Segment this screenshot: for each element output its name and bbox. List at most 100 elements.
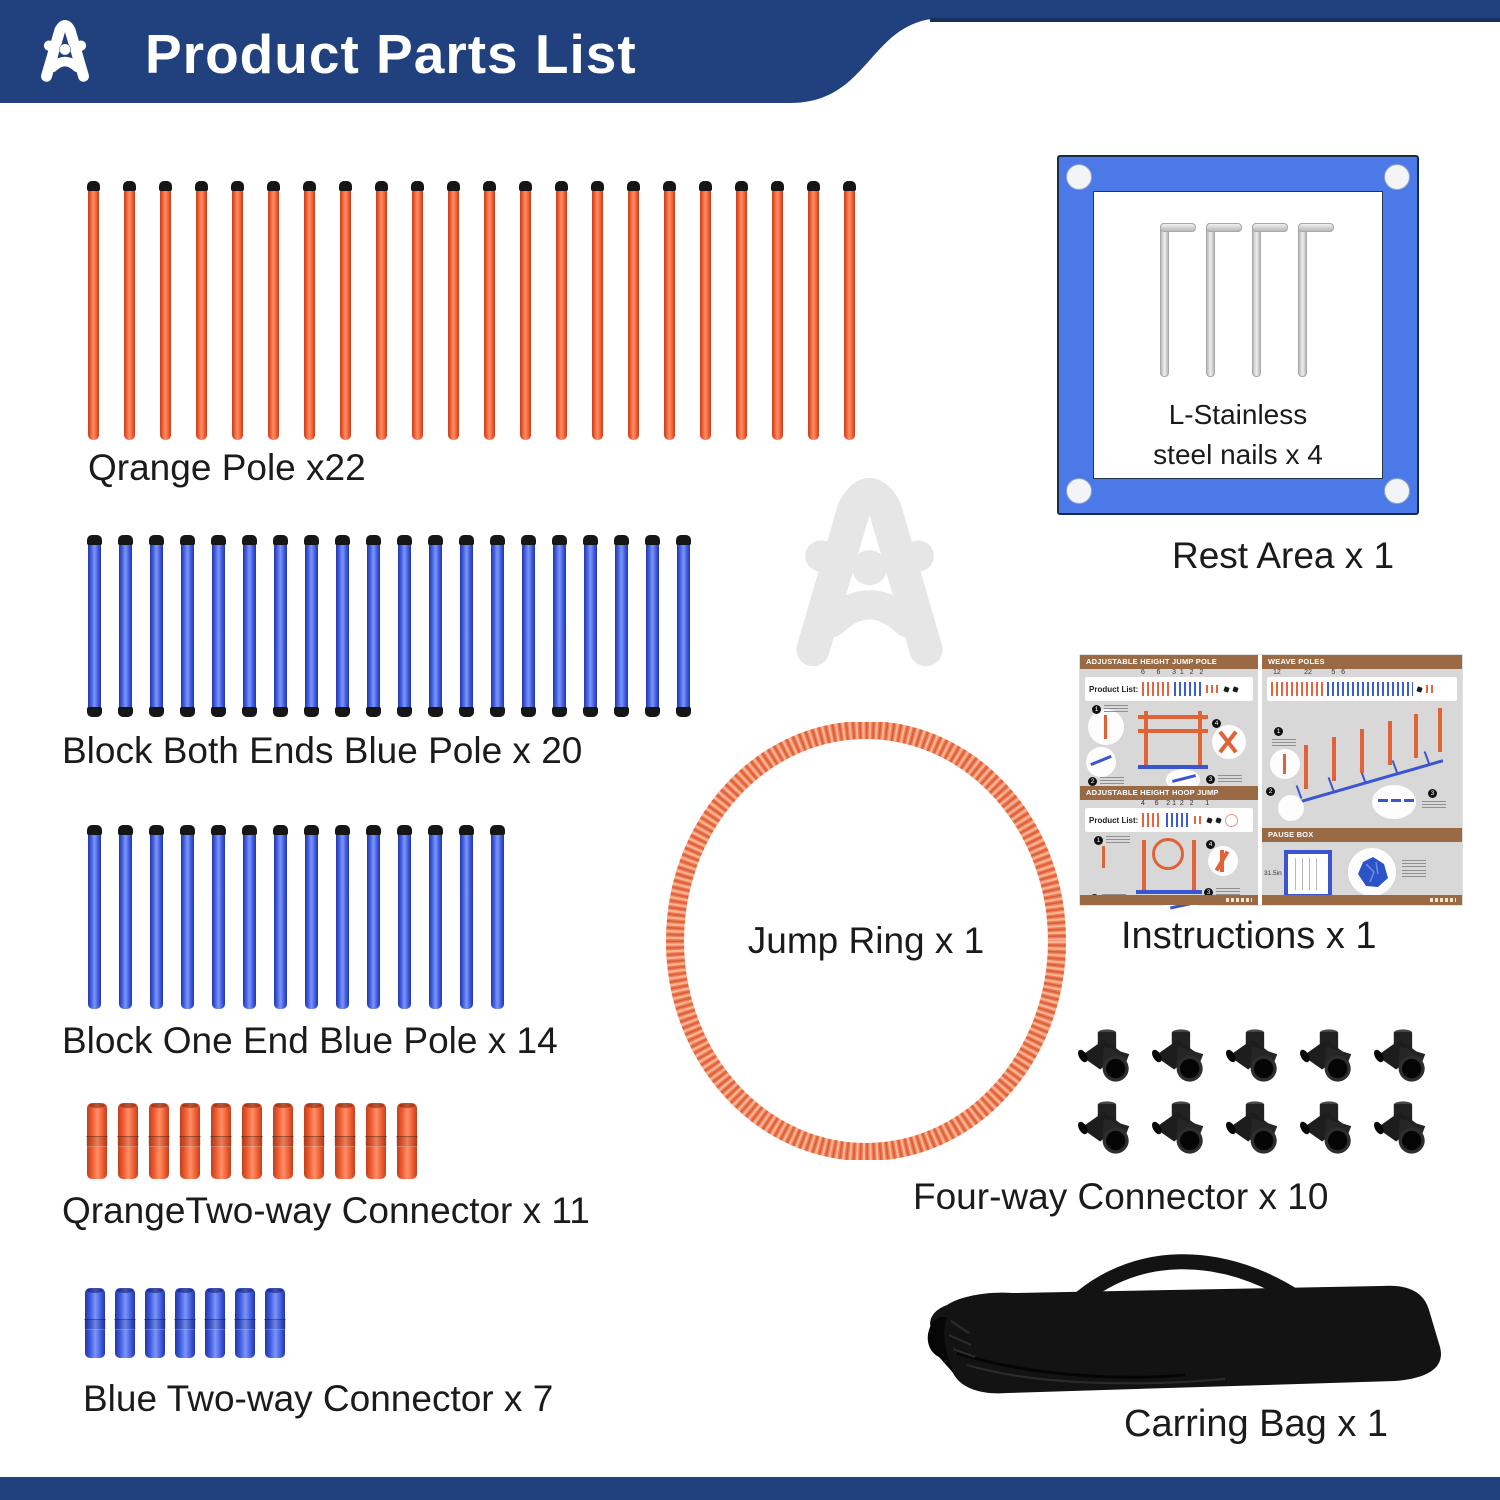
blue-two-way-connector: [84, 1288, 106, 1358]
bottom-accent-bar: [0, 1477, 1500, 1500]
rail-foot: [1423, 751, 1431, 765]
instructions-label: Instructions x 1: [1121, 915, 1377, 957]
orange-pole: [555, 181, 568, 440]
step-2-dot: 2: [1088, 777, 1097, 786]
orange-pole: [627, 181, 640, 440]
brand-logo-icon: [41, 20, 89, 82]
blue-pole-one-end: [335, 825, 350, 1009]
step-text-lines: [1218, 775, 1242, 782]
orange-two-way-connector: [210, 1103, 232, 1179]
l-nail-icon: [1246, 223, 1288, 377]
blue-pole-both-ends: [521, 535, 536, 717]
orange-two-way-connector: [117, 1103, 139, 1179]
orange-two-way-connector: [334, 1103, 356, 1179]
connector-glyph: [1416, 685, 1423, 693]
blue-fabric-icon: [1358, 857, 1388, 887]
blue-pole-one-end: [273, 825, 288, 1009]
orange-pole: [339, 181, 352, 440]
panel-jump-pole-product-list: 6 6 3 1 2 2 Product List:: [1085, 669, 1253, 701]
orange-pole: [483, 181, 496, 440]
blue-two-way-connector: [114, 1288, 136, 1358]
weave-pole: [1304, 745, 1308, 789]
mini-pole: [1283, 754, 1286, 774]
orange-pole: [195, 181, 208, 440]
mini-blue-rod: [1378, 799, 1388, 802]
frame-base-bar: [1138, 765, 1208, 769]
blue-pole-one-end: [366, 825, 381, 1009]
blue-pole-both-ends: [118, 535, 133, 717]
pause-dim-left: 31.5in: [1264, 870, 1282, 877]
blue-pole-both-ends: [366, 535, 381, 717]
grommet-icon: [1384, 164, 1410, 190]
orange-pole: [159, 181, 172, 440]
orange-two-way-connector: [179, 1103, 201, 1179]
rest-note-line1: L-Stainless: [1168, 399, 1308, 430]
four-way-connector: [1300, 1101, 1352, 1154]
step-text-lines: [1216, 888, 1240, 895]
rail-foot: [1391, 760, 1399, 774]
orange-pole: [519, 181, 532, 440]
orange-two-way-connector: [303, 1103, 325, 1179]
l-nail-icon: [1200, 223, 1242, 377]
blue-pole-both-ends: [645, 535, 660, 717]
connector-glyph: [1206, 816, 1214, 824]
blue-pole-both-ends: [428, 535, 443, 717]
orange-pole: [411, 181, 424, 440]
frame-right-pole: [1198, 711, 1202, 767]
l-nail-icon: [1292, 223, 1334, 377]
tick-group-orange: [1142, 682, 1171, 696]
step-3-dot: 3: [1428, 789, 1437, 798]
weave-pole: [1414, 714, 1418, 758]
frame-right-pole: [1192, 840, 1196, 892]
blue-pole-both-ends: [397, 535, 412, 717]
jump-ring-icon: [666, 721, 1066, 1161]
rest-area-note: L-Stainless steel nails x 4: [1059, 395, 1417, 475]
step-text-lines: [1104, 705, 1128, 712]
blue-two-way-connector: [204, 1288, 226, 1358]
orange-two-way-connector: [148, 1103, 170, 1179]
stainless-nail-group: [1154, 223, 1334, 377]
blue-connector-label: Blue Two-way Connector x 7: [83, 1378, 554, 1419]
blue-pole-both-ends: [211, 535, 226, 717]
orange-pole: [699, 181, 712, 440]
step-3-dot: 3: [1206, 775, 1215, 784]
panel-weave-title: WEAVE POLES: [1262, 655, 1462, 669]
orange-two-way-connector: [241, 1103, 263, 1179]
blue-pole-both-ends: [242, 535, 257, 717]
step-text-lines: [1422, 801, 1446, 808]
blue-pole-both-ends: [180, 535, 195, 717]
tick-group-blue: [1166, 813, 1191, 827]
blue-pole-both-ends: [304, 535, 319, 717]
mini-pole: [1102, 846, 1105, 868]
orange-two-way-connector: [365, 1103, 387, 1179]
blue-pole-both-ends: [87, 535, 102, 717]
frame-left-pole: [1142, 840, 1146, 892]
blue-pole-one-end-group: [87, 825, 505, 1009]
four-way-connector: [1152, 1029, 1204, 1082]
orange-pole: [843, 181, 856, 440]
blue-pole-one-end: [149, 825, 164, 1009]
tick-group-orange-small: [1426, 685, 1436, 693]
step-text-lines: [1272, 739, 1296, 746]
carry-bag-graphic: [927, 1254, 1441, 1394]
blue-pole-one-end: [180, 825, 195, 1009]
instructions-footer-bar-left: [1080, 895, 1258, 905]
four-way-connector: [1374, 1101, 1426, 1154]
panel-hoop-jump: ADJUSTABLE HEIGHT HOOP JUMP 4 6 2 1 2 2 …: [1080, 786, 1258, 916]
frame-left-pole: [1144, 711, 1148, 767]
mini-blue-rod: [1391, 799, 1401, 802]
orange-two-way-connector: [396, 1103, 418, 1179]
blue-pole-one-end: [87, 825, 102, 1009]
blue-two-way-connector: [174, 1288, 196, 1358]
blue-pole-one-end: [118, 825, 133, 1009]
weave-pole: [1332, 737, 1336, 781]
orange-pole: [87, 181, 100, 440]
page-title: Product Parts List: [145, 23, 637, 85]
connector-glyph: [1223, 685, 1231, 693]
callout-circle: [1278, 795, 1304, 821]
weave-rail: [1290, 759, 1444, 806]
blue-two-way-connector: [144, 1288, 166, 1358]
weave-pole: [1360, 729, 1364, 773]
blue-connector-group: [84, 1288, 286, 1358]
